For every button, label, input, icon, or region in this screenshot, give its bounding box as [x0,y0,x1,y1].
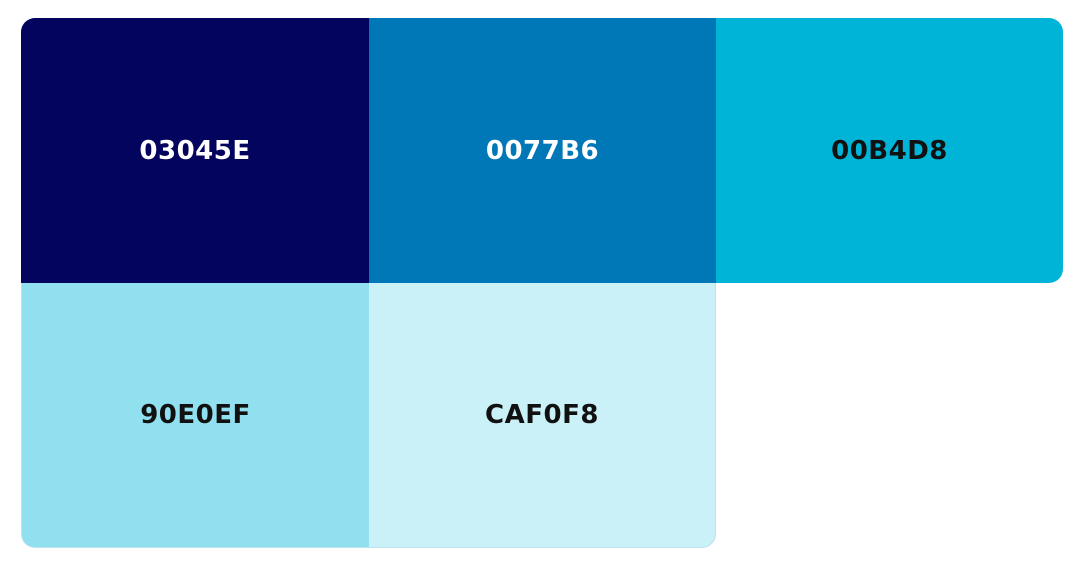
color-swatch[interactable]: 0077B6 [369,18,716,283]
color-swatch[interactable]: 00B4D8 [716,18,1063,283]
hex-code-label: 03045E [139,135,251,166]
hex-code-label: 00B4D8 [831,135,948,166]
color-swatch[interactable]: 03045E [21,18,369,283]
hex-code-label: 90E0EF [140,400,251,430]
color-palette: 03045E 0077B6 00B4D8 90E0EF CAF0F8 [21,18,1063,548]
color-swatch[interactable]: 90E0EF [21,283,369,548]
color-swatch[interactable]: CAF0F8 [369,283,716,548]
hex-code-label: CAF0F8 [485,400,599,430]
hex-code-label: 0077B6 [485,135,600,166]
